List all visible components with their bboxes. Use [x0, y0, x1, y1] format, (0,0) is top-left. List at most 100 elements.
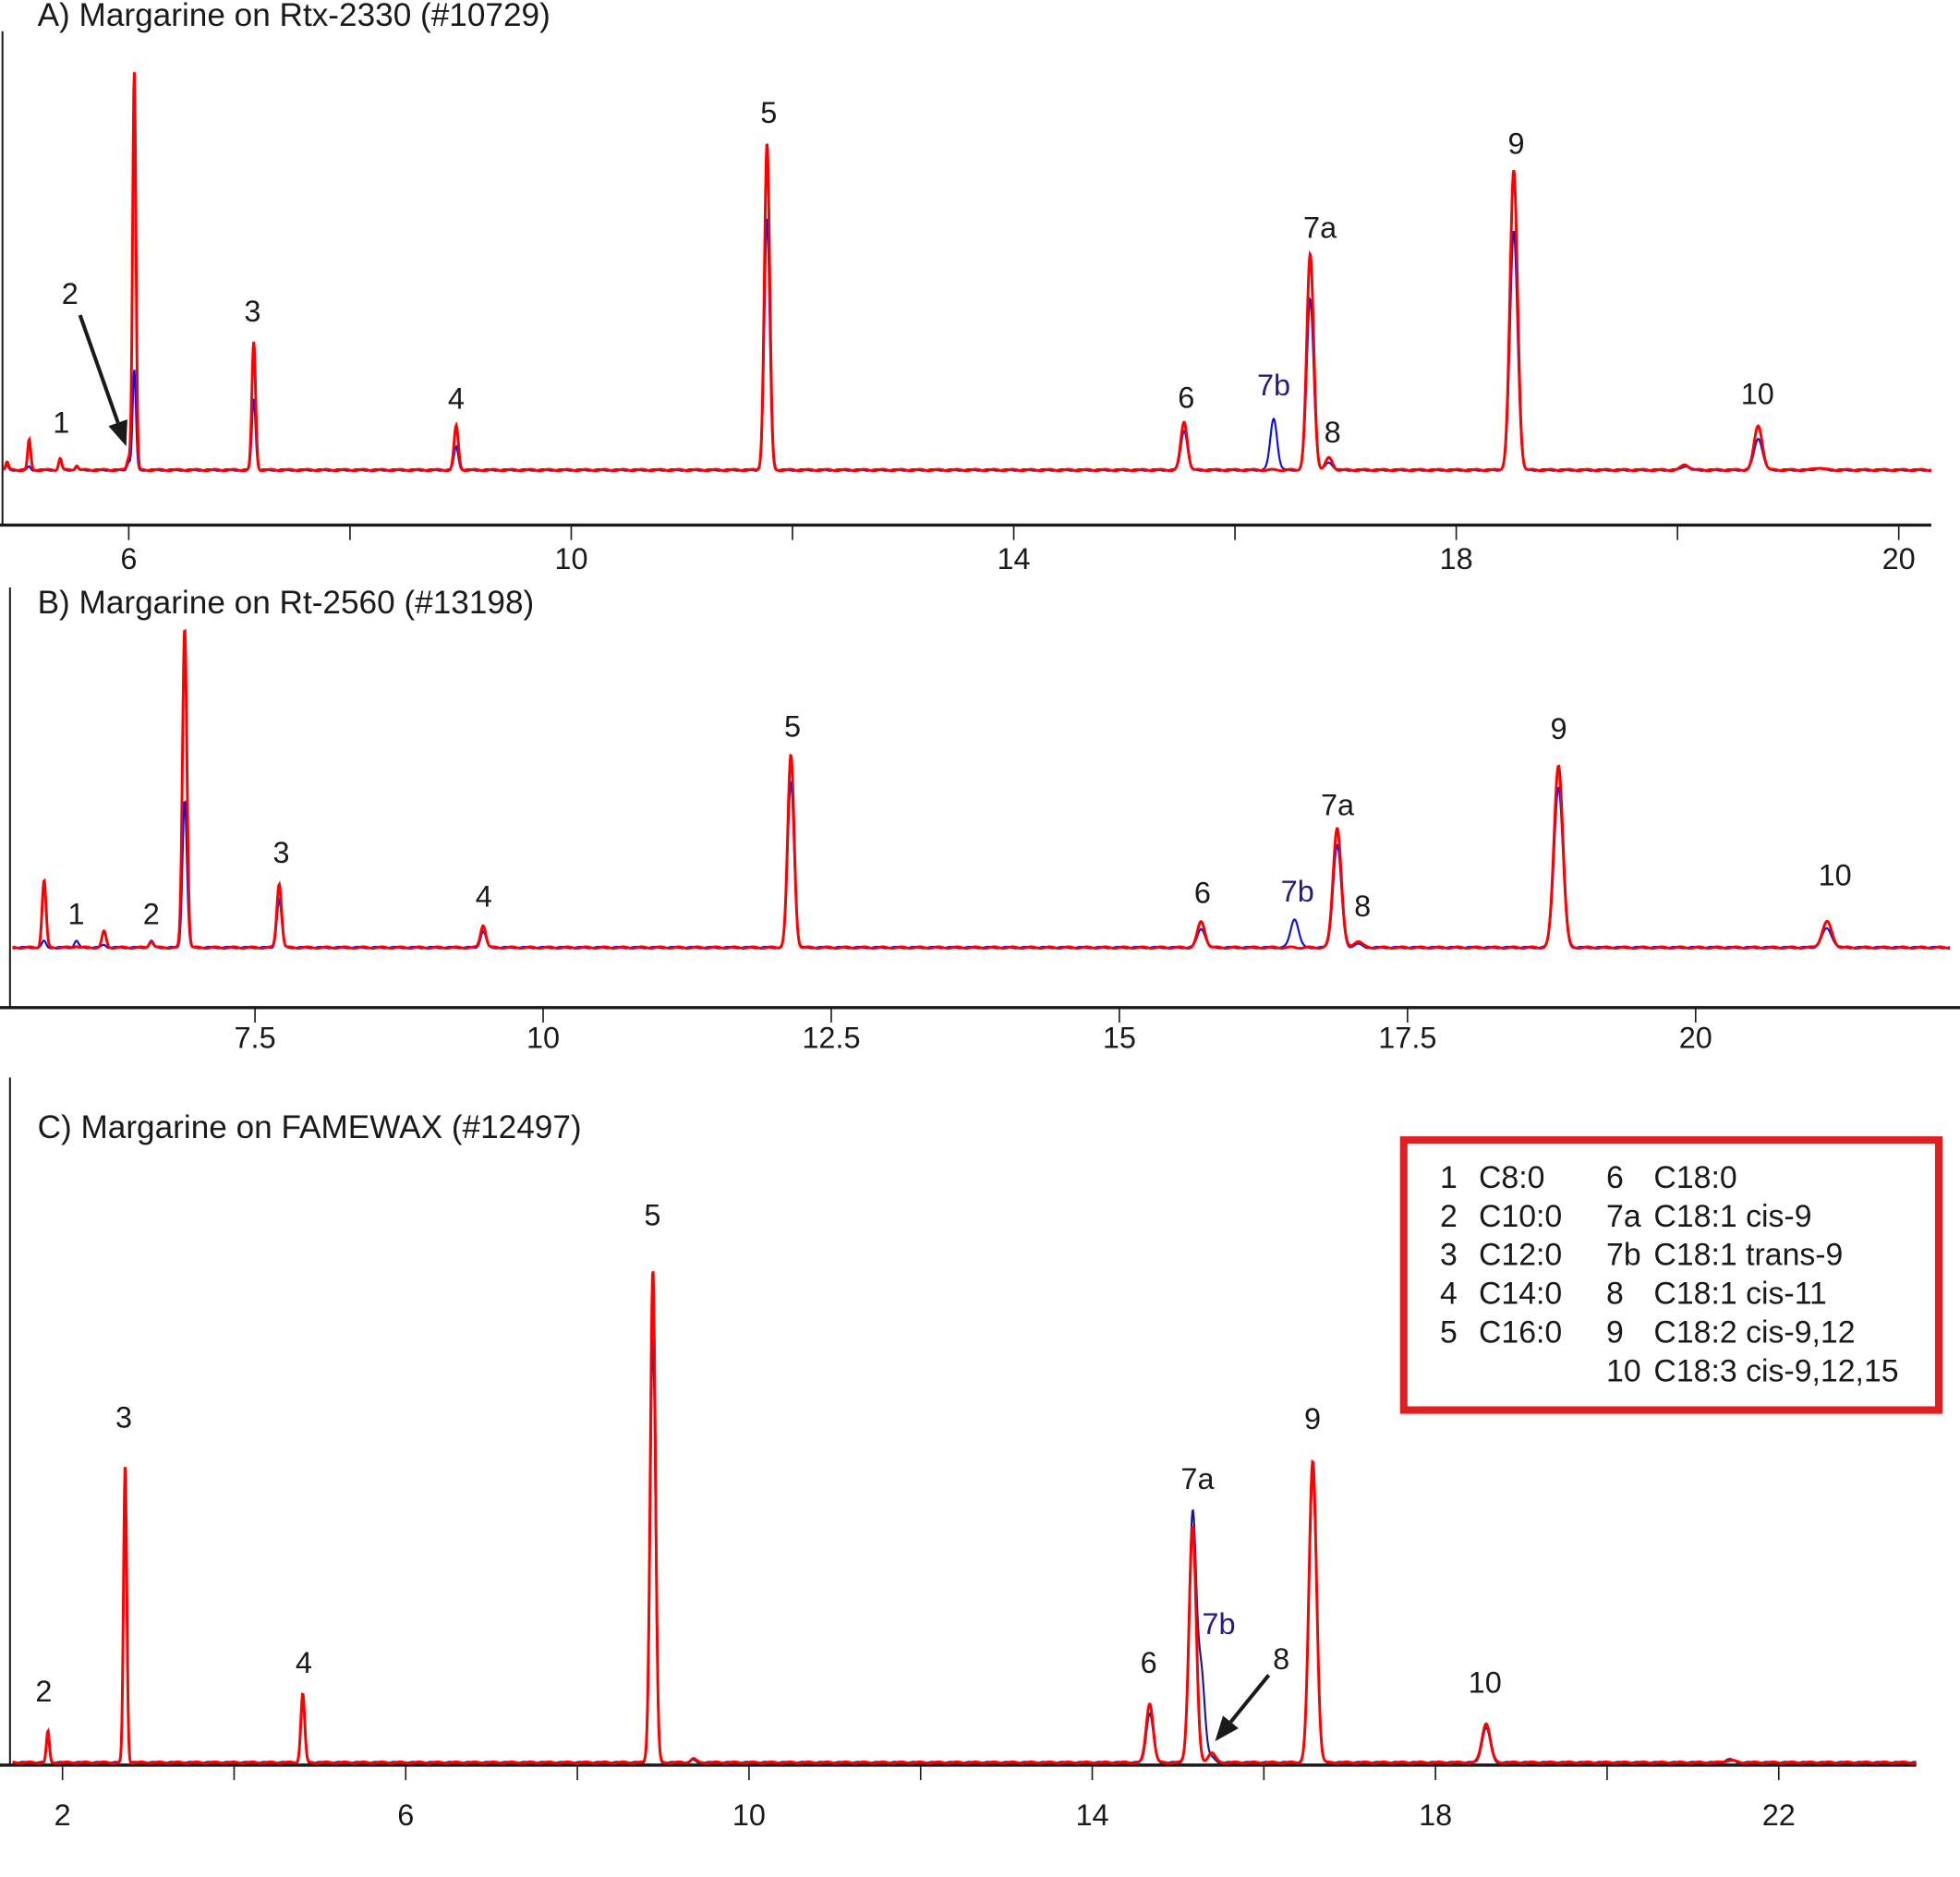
legend-item: 9 C18:2 cis-9,12: [1606, 1315, 1856, 1350]
peak-label-8: 8: [1325, 416, 1341, 449]
legend-name: C8:0: [1479, 1160, 1544, 1195]
peak-label-6: 6: [1194, 876, 1211, 909]
legend-item: 5 C16:0: [1440, 1315, 1562, 1350]
peak-label-2: 2: [62, 277, 79, 310]
peak-label-7a: 7a: [1321, 789, 1355, 822]
peak-label-6: 6: [1178, 381, 1194, 414]
peak-label-6: 6: [1141, 1646, 1157, 1679]
peak-label-5: 5: [644, 1198, 660, 1231]
legend-number: 5: [1440, 1315, 1458, 1350]
peak-label-4: 4: [296, 1646, 312, 1679]
trace-red: [2, 72, 1931, 473]
legend-name: C18:2 cis-9,12: [1653, 1315, 1855, 1350]
legend-item: 7a C18:1 cis-9: [1606, 1199, 1812, 1234]
legend-number: 10: [1606, 1354, 1641, 1389]
legend-item: 3 C12:0: [1440, 1238, 1562, 1273]
trace-red: [12, 628, 1951, 951]
legend-number: 3: [1440, 1238, 1458, 1273]
panel-b: B) Margarine on Rt-2560 (#13198) 7.5 10 12.…: [0, 585, 1960, 1054]
legend-number: 2: [1440, 1199, 1458, 1234]
legend-name: C18:1 cis-11: [1653, 1277, 1826, 1312]
peak-label-7b: 7b: [1202, 1607, 1235, 1641]
x-tick-label: 15: [1103, 1021, 1136, 1054]
panel-title: B) Margarine on Rt-2560 (#13198): [38, 585, 535, 621]
legend-number: 6: [1606, 1160, 1624, 1195]
peak-label-10: 10: [1741, 377, 1774, 410]
x-tick-label: 2: [54, 1798, 71, 1832]
x-tick-label: 10: [554, 542, 587, 575]
panel-title: A) Margarine on Rtx-2330 (#10729): [38, 0, 550, 33]
x-tick-label: 18: [1440, 542, 1473, 575]
x-tick-label: 12.5: [802, 1021, 860, 1054]
legend-name: C14:0: [1479, 1277, 1562, 1312]
peak-label-3: 3: [244, 295, 260, 328]
panel-a: A) Margarine on Rtx-2330 (#10729)6 10 14 18…: [0, 0, 1932, 575]
legend-name: C12:0: [1479, 1238, 1562, 1273]
legend-number: 7b: [1606, 1238, 1641, 1273]
peak-label-3: 3: [115, 1401, 132, 1435]
legend-item: 1 C8:0: [1440, 1160, 1544, 1195]
legend-name: C18:3 cis-9,12,15: [1653, 1354, 1898, 1389]
legend-number: 7a: [1606, 1199, 1641, 1234]
peak-label-3: 3: [272, 836, 289, 869]
legend-item: 10 C18:3 cis-9,12,15: [1606, 1354, 1899, 1389]
x-tick-label: 7.5: [235, 1021, 276, 1054]
peak-label-9: 9: [1551, 712, 1567, 745]
trace-red: [12, 1271, 1918, 1765]
legend-name: C18:1 cis-9: [1653, 1199, 1811, 1234]
arrow-head-icon: [1215, 1715, 1239, 1742]
peak-label-7b: 7b: [1281, 875, 1314, 908]
peak-label-7a: 7a: [1303, 211, 1337, 244]
peak-legend: 1 C8:0 2 C10:0 3 C12:0 4 C14:0 5 C16:0 6 C18:0 7a C18…: [1399, 1136, 1943, 1414]
peak-label-5: 5: [784, 709, 801, 743]
legend-item: 7b C18:1 trans-9: [1606, 1238, 1843, 1273]
arrow-head-icon: [108, 419, 127, 447]
peak-label-9: 9: [1508, 127, 1525, 161]
legend-item: 4 C14:0: [1440, 1277, 1562, 1312]
x-tick-label: 14: [1075, 1798, 1108, 1832]
legend-number: 9: [1606, 1315, 1624, 1350]
panel-title: C) Margarine on FAMEWAX (#12497): [38, 1109, 582, 1145]
peak-label-10: 10: [1819, 858, 1852, 891]
panel-c: C) Margarine on FAMEWAX (#12497)2 6 10 14 18…: [0, 1077, 1918, 1832]
legend-number: 1: [1440, 1160, 1458, 1195]
x-tick-label: 18: [1419, 1798, 1452, 1832]
peak-label-4: 4: [476, 879, 492, 913]
peak-label-7b: 7b: [1257, 369, 1290, 402]
legend-number: 4: [1440, 1277, 1458, 1312]
x-tick-label: 6: [120, 542, 137, 575]
peak-label-1: 1: [68, 897, 85, 930]
legend-item: 2 C10:0: [1440, 1199, 1562, 1234]
x-tick-label: 6: [397, 1798, 414, 1832]
peak-label-5: 5: [760, 96, 777, 129]
x-tick-label: 14: [997, 542, 1030, 575]
peak-label-8: 8: [1354, 890, 1371, 923]
legend-item: 8 C18:1 cis-11: [1606, 1277, 1827, 1312]
x-tick-label: 10: [732, 1798, 766, 1832]
x-tick-label: 20: [1679, 1021, 1712, 1054]
legend-name: C16:0: [1479, 1315, 1562, 1350]
peak-label-4: 4: [448, 382, 465, 416]
arrow-line: [1228, 1674, 1271, 1724]
peak-label-10: 10: [1469, 1666, 1502, 1700]
legend-border: [1399, 1136, 1943, 1414]
x-tick-label: 10: [526, 1021, 560, 1054]
legend-name: C18:0: [1653, 1160, 1736, 1195]
legend-name: C10:0: [1479, 1199, 1562, 1234]
x-tick-label: 20: [1882, 542, 1916, 575]
trace-blue: [12, 781, 1951, 950]
peak-label-8: 8: [1273, 1642, 1289, 1676]
trace-blue: [3, 218, 1932, 472]
legend-name: C18:1 trans-9: [1653, 1238, 1843, 1273]
legend-number: 8: [1606, 1277, 1624, 1312]
arrow-line: [78, 314, 120, 424]
peak-label-7a: 7a: [1180, 1462, 1215, 1496]
legend-item: 6 C18:0: [1606, 1160, 1737, 1195]
x-tick-label: 22: [1762, 1798, 1796, 1832]
peak-label-2: 2: [35, 1675, 52, 1708]
peak-label-9: 9: [1304, 1402, 1321, 1435]
peak-label-1: 1: [53, 406, 69, 439]
peak-label-2: 2: [143, 897, 160, 930]
x-tick-label: 17.5: [1378, 1021, 1436, 1054]
